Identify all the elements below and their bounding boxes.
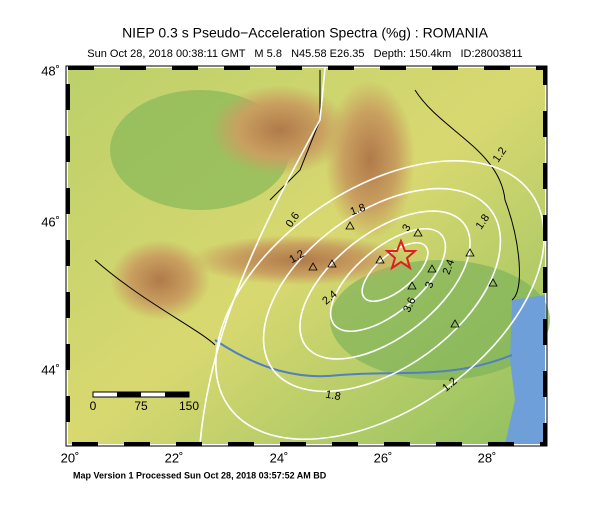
frame (66, 66, 547, 446)
lon-label: 20˚ (61, 450, 80, 465)
mountains (210, 85, 350, 175)
lon-label: 28˚ (478, 450, 497, 465)
contour-label: 2.4 (441, 258, 458, 276)
lat-label: 44˚ (41, 362, 60, 377)
contour-label: 3.6 (401, 295, 418, 314)
contour-label: 1.8 (324, 389, 341, 403)
lon-label: 24˚ (270, 450, 289, 465)
plain (330, 260, 550, 380)
lat-labels: 48˚ 46˚ 44˚ (41, 63, 60, 377)
footer: Map Version 1 Processed Sun Oct 28, 2018… (73, 470, 327, 480)
title: NIEP 0.3 s Pseudo−Acceleration Spectra (… (122, 25, 489, 41)
stations (308, 221, 498, 328)
map: 1.20.61.83 1.81.22.4 3.632.41.81.2 0 75 15… (65, 65, 550, 447)
lat-label: 46˚ (41, 214, 60, 229)
lon-labels: 20˚ 22˚ 24˚ 26˚ 28˚ (61, 450, 497, 465)
contour (199, 67, 326, 445)
scale-label: 0 (90, 399, 97, 413)
river (214, 339, 513, 378)
contour (215, 159, 545, 441)
contour-label: 1.8 (349, 202, 367, 219)
lon-label: 26˚ (374, 450, 393, 465)
subtitle: Sun Oct 28, 2018 00:38:11 GMT M 5.8 N45.… (87, 48, 522, 60)
scale-bar: 0 75 150 (90, 391, 199, 413)
contour-label: 3 (423, 280, 436, 290)
scale-label: 150 (179, 399, 199, 413)
contour (299, 210, 471, 360)
frame (65, 65, 548, 447)
contour (329, 227, 447, 333)
mountains (325, 80, 415, 240)
contours (199, 67, 545, 445)
epicenter (384, 238, 418, 271)
mountains (110, 240, 210, 320)
lon-label: 22˚ (165, 450, 184, 465)
contour (361, 242, 429, 302)
lat-label: 48˚ (41, 63, 60, 78)
contour (262, 187, 502, 393)
scale-label: 75 (134, 399, 148, 413)
contour-label: 3 (400, 222, 413, 233)
sea (505, 295, 545, 444)
